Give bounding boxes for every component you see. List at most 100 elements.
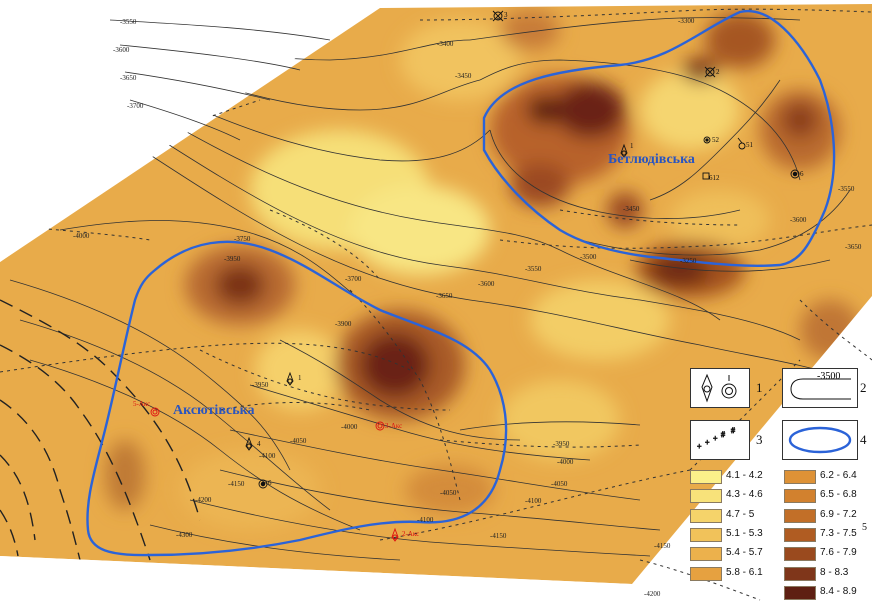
well-label: 2-Акс [402, 530, 420, 538]
contour-label: -4300 [176, 531, 193, 539]
well-label: 2 [716, 68, 720, 76]
contour-label: -3450 [455, 72, 472, 80]
legend-swatch [784, 470, 816, 484]
field-name-south: Аксютівська [173, 403, 255, 418]
contour-label: -4100 [417, 516, 434, 524]
field-boundary-north [482, 9, 836, 268]
legend: 1 -3500 2 + + + # # 3 4 5 4.1 - 4.2 4.3 - 4.… [684, 366, 872, 610]
outside-area-bottom [0, 556, 632, 610]
legend-number: 1 [756, 380, 763, 395]
outside-contours [109, 19, 331, 141]
contour-label: -4050 [290, 437, 307, 445]
contour-label: -4000 [557, 458, 574, 466]
contour-label: -3650 [436, 292, 453, 300]
legend-well-symbols [690, 368, 750, 408]
contour-label: -3550 [525, 265, 542, 273]
legend-boundary-symbol [782, 420, 858, 460]
legend-class-label: 8 - 8.3 [820, 566, 849, 578]
contour-label: -4000 [341, 423, 358, 431]
contour-label: -4100 [259, 452, 276, 460]
well-icon [737, 137, 746, 150]
contour-label: -4000 [73, 232, 90, 240]
well-icon [375, 421, 385, 431]
legend-class-label: 7.3 - 7.5 [820, 527, 857, 539]
legend-number: 3 [756, 432, 763, 447]
legend-swatch [690, 489, 722, 504]
well-label: 51 [746, 141, 753, 149]
well-label: 4 [257, 440, 261, 448]
well-icon [245, 436, 253, 451]
legend-swatch [690, 508, 722, 523]
well-icon [702, 172, 710, 180]
contour-label: -3250 [680, 257, 697, 265]
legend-swatch [690, 470, 722, 484]
legend-swatch [784, 527, 816, 542]
contour-label: -3950 [252, 381, 269, 389]
contour-label: -3900 [335, 320, 352, 328]
contour-label: -4050 [551, 480, 568, 488]
well-label: 6 [800, 170, 804, 178]
svg-text:+: + [705, 438, 710, 447]
well-icon [620, 143, 628, 158]
contour-label: -4100 [525, 497, 542, 505]
legend-class-label: 5.8 - 6.1 [726, 566, 763, 578]
legend-class-label: 4.1 - 4.2 [726, 470, 763, 481]
contour-label: -3750 [234, 235, 251, 243]
contour-label: -3600 [113, 46, 130, 54]
well-label: 3 [504, 11, 508, 19]
contour-label: -4050 [440, 489, 457, 497]
well-label: 5-Акс [133, 400, 151, 408]
well-label: 6 [268, 479, 272, 487]
legend-class-label: 6.9 - 7.2 [820, 508, 857, 520]
contour-label: -3650 [845, 243, 862, 251]
well-icon [150, 407, 160, 417]
legend-swatch [690, 547, 722, 562]
contour-label: -4150 [228, 480, 245, 488]
contour-label: -4200 [195, 496, 212, 504]
legend-swatch [784, 547, 816, 562]
contour-label: -3650 [120, 74, 137, 82]
legend-swatch [784, 585, 816, 600]
legend-number: 4 [860, 432, 867, 447]
contour-label: -3400 [437, 40, 454, 48]
well-icon [704, 66, 716, 78]
well-icon [790, 169, 800, 179]
well-label: 3-Акс [385, 422, 403, 430]
contour-label: -3550 [120, 18, 137, 26]
legend-class-label: 6.2 - 6.4 [820, 470, 857, 481]
well-symbols [150, 10, 800, 542]
contour-label: -3950 [553, 440, 570, 448]
legend-class-label: 5.1 - 5.3 [726, 527, 763, 539]
svg-text:#: # [731, 426, 735, 435]
legend-swatch [784, 508, 816, 523]
contour-label: -3950 [224, 255, 241, 263]
dashed-isohypses [0, 299, 201, 561]
field-boundary-south [86, 240, 508, 557]
svg-text:#: # [721, 430, 725, 439]
well-icon [286, 371, 294, 386]
legend-contour-sample: -3500 [817, 371, 841, 382]
contour-label: -3450 [623, 205, 640, 213]
well-icon [492, 10, 504, 22]
legend-class-label: 8.4 - 8.9 [820, 585, 857, 597]
legend-class-label: 4.7 - 5 [726, 508, 755, 520]
contour-label: -3500 [580, 253, 597, 261]
legend-swatch [690, 527, 722, 542]
contour-label: -4200 [644, 590, 661, 598]
legend-class-label: 4.3 - 4.6 [726, 489, 763, 501]
isohypse-lines [9, 17, 851, 561]
legend-swatch [690, 566, 722, 581]
well-label: 1 [630, 142, 634, 150]
well-label: 612 [709, 174, 720, 182]
contour-label: -3600 [478, 280, 495, 288]
contour-label: -4150 [490, 532, 507, 540]
contour-label: -3700 [127, 102, 144, 110]
field-name-north: Бетлюдівська [608, 152, 695, 167]
contour-label: -3700 [345, 275, 362, 283]
well-label: 52 [712, 136, 719, 144]
well-icon [391, 527, 399, 542]
legend-fault-symbol: + + + # # [690, 420, 750, 460]
legend-number: 2 [860, 380, 867, 395]
